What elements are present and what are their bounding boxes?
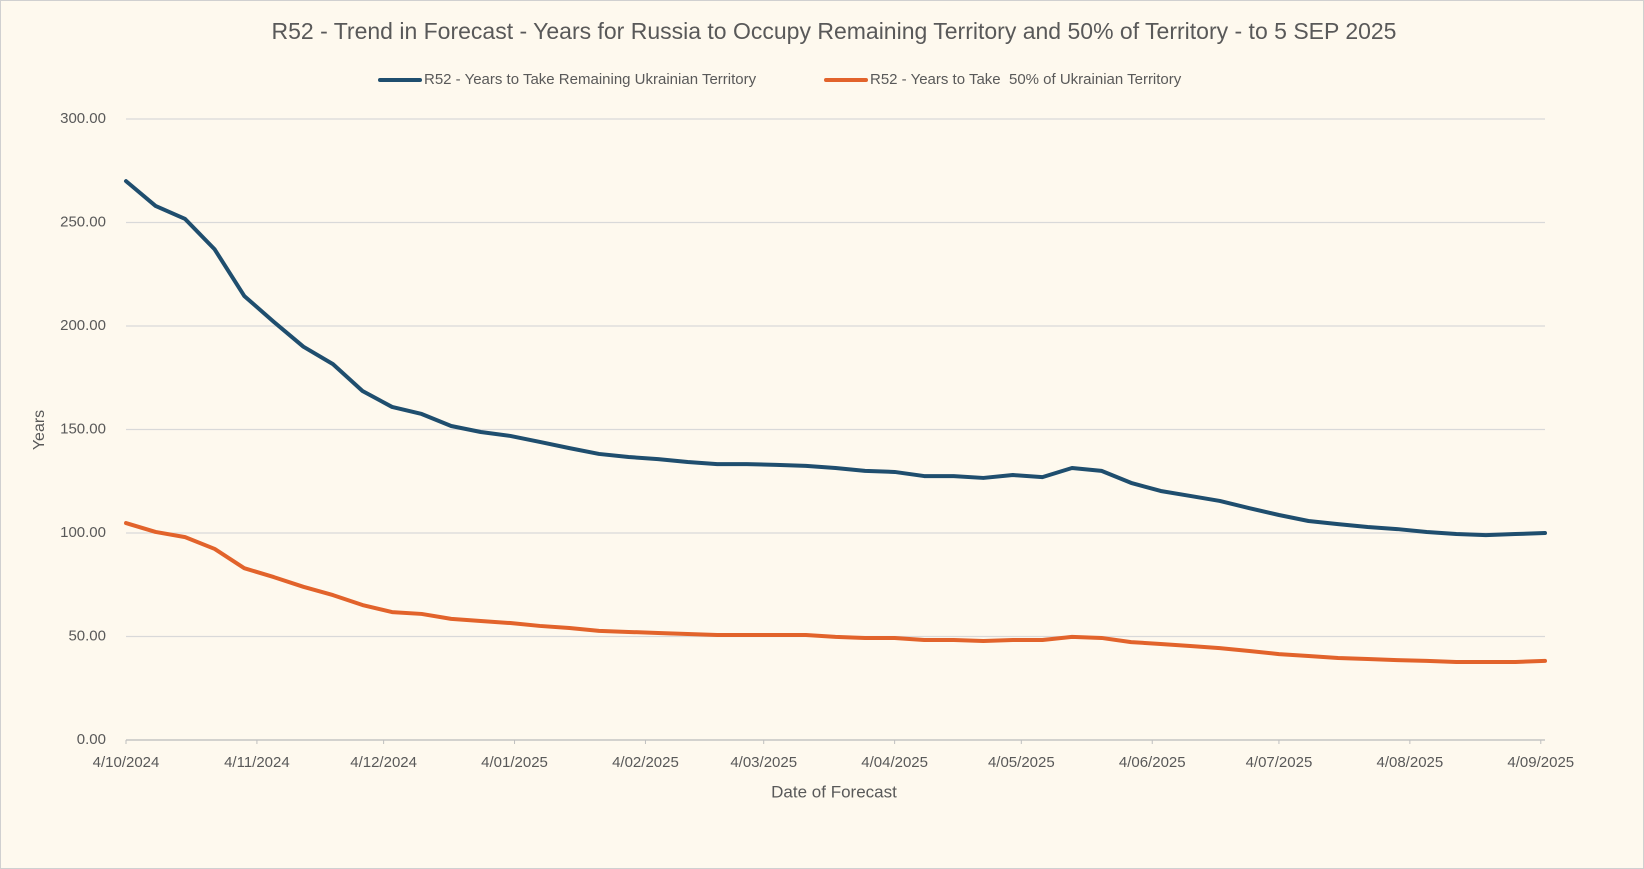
legend-label: R52 - Years to Take Remaining Ukrainian … <box>424 71 757 88</box>
chart-title: R52 - Trend in Forecast - Years for Russ… <box>272 18 1397 44</box>
y-axis-title: Years <box>31 410 48 450</box>
x-tick-label: 4/09/2025 <box>1507 754 1574 771</box>
legend-label: R52 - Years to Take 50% of Ukrainian Ter… <box>870 71 1182 88</box>
y-tick-label: 100.00 <box>60 524 106 541</box>
x-tick-label: 4/07/2025 <box>1246 754 1313 771</box>
x-tick-label: 4/04/2025 <box>861 754 928 771</box>
x-tick-label: 4/12/2024 <box>350 754 417 771</box>
x-tick-label: 4/10/2024 <box>93 754 160 771</box>
x-tick-label: 4/06/2025 <box>1119 754 1186 771</box>
x-tick-label: 4/11/2024 <box>224 754 290 771</box>
x-tick-label: 4/05/2025 <box>988 754 1055 771</box>
y-tick-label: 150.00 <box>60 420 106 437</box>
x-tick-label: 4/08/2025 <box>1376 754 1443 771</box>
y-tick-label: 50.00 <box>68 627 106 644</box>
x-axis-title: Date of Forecast <box>771 782 897 801</box>
y-tick-label: 200.00 <box>60 317 106 334</box>
x-tick-label: 4/01/2025 <box>481 754 548 771</box>
y-tick-label: 250.00 <box>60 213 106 230</box>
series-line <box>124 521 1547 664</box>
x-tick-label: 4/02/2025 <box>612 754 679 771</box>
series-line <box>124 179 1547 538</box>
y-tick-label: 300.00 <box>60 110 106 127</box>
y-tick-label: 0.00 <box>77 731 106 748</box>
x-tick-label: 4/03/2025 <box>730 754 797 771</box>
